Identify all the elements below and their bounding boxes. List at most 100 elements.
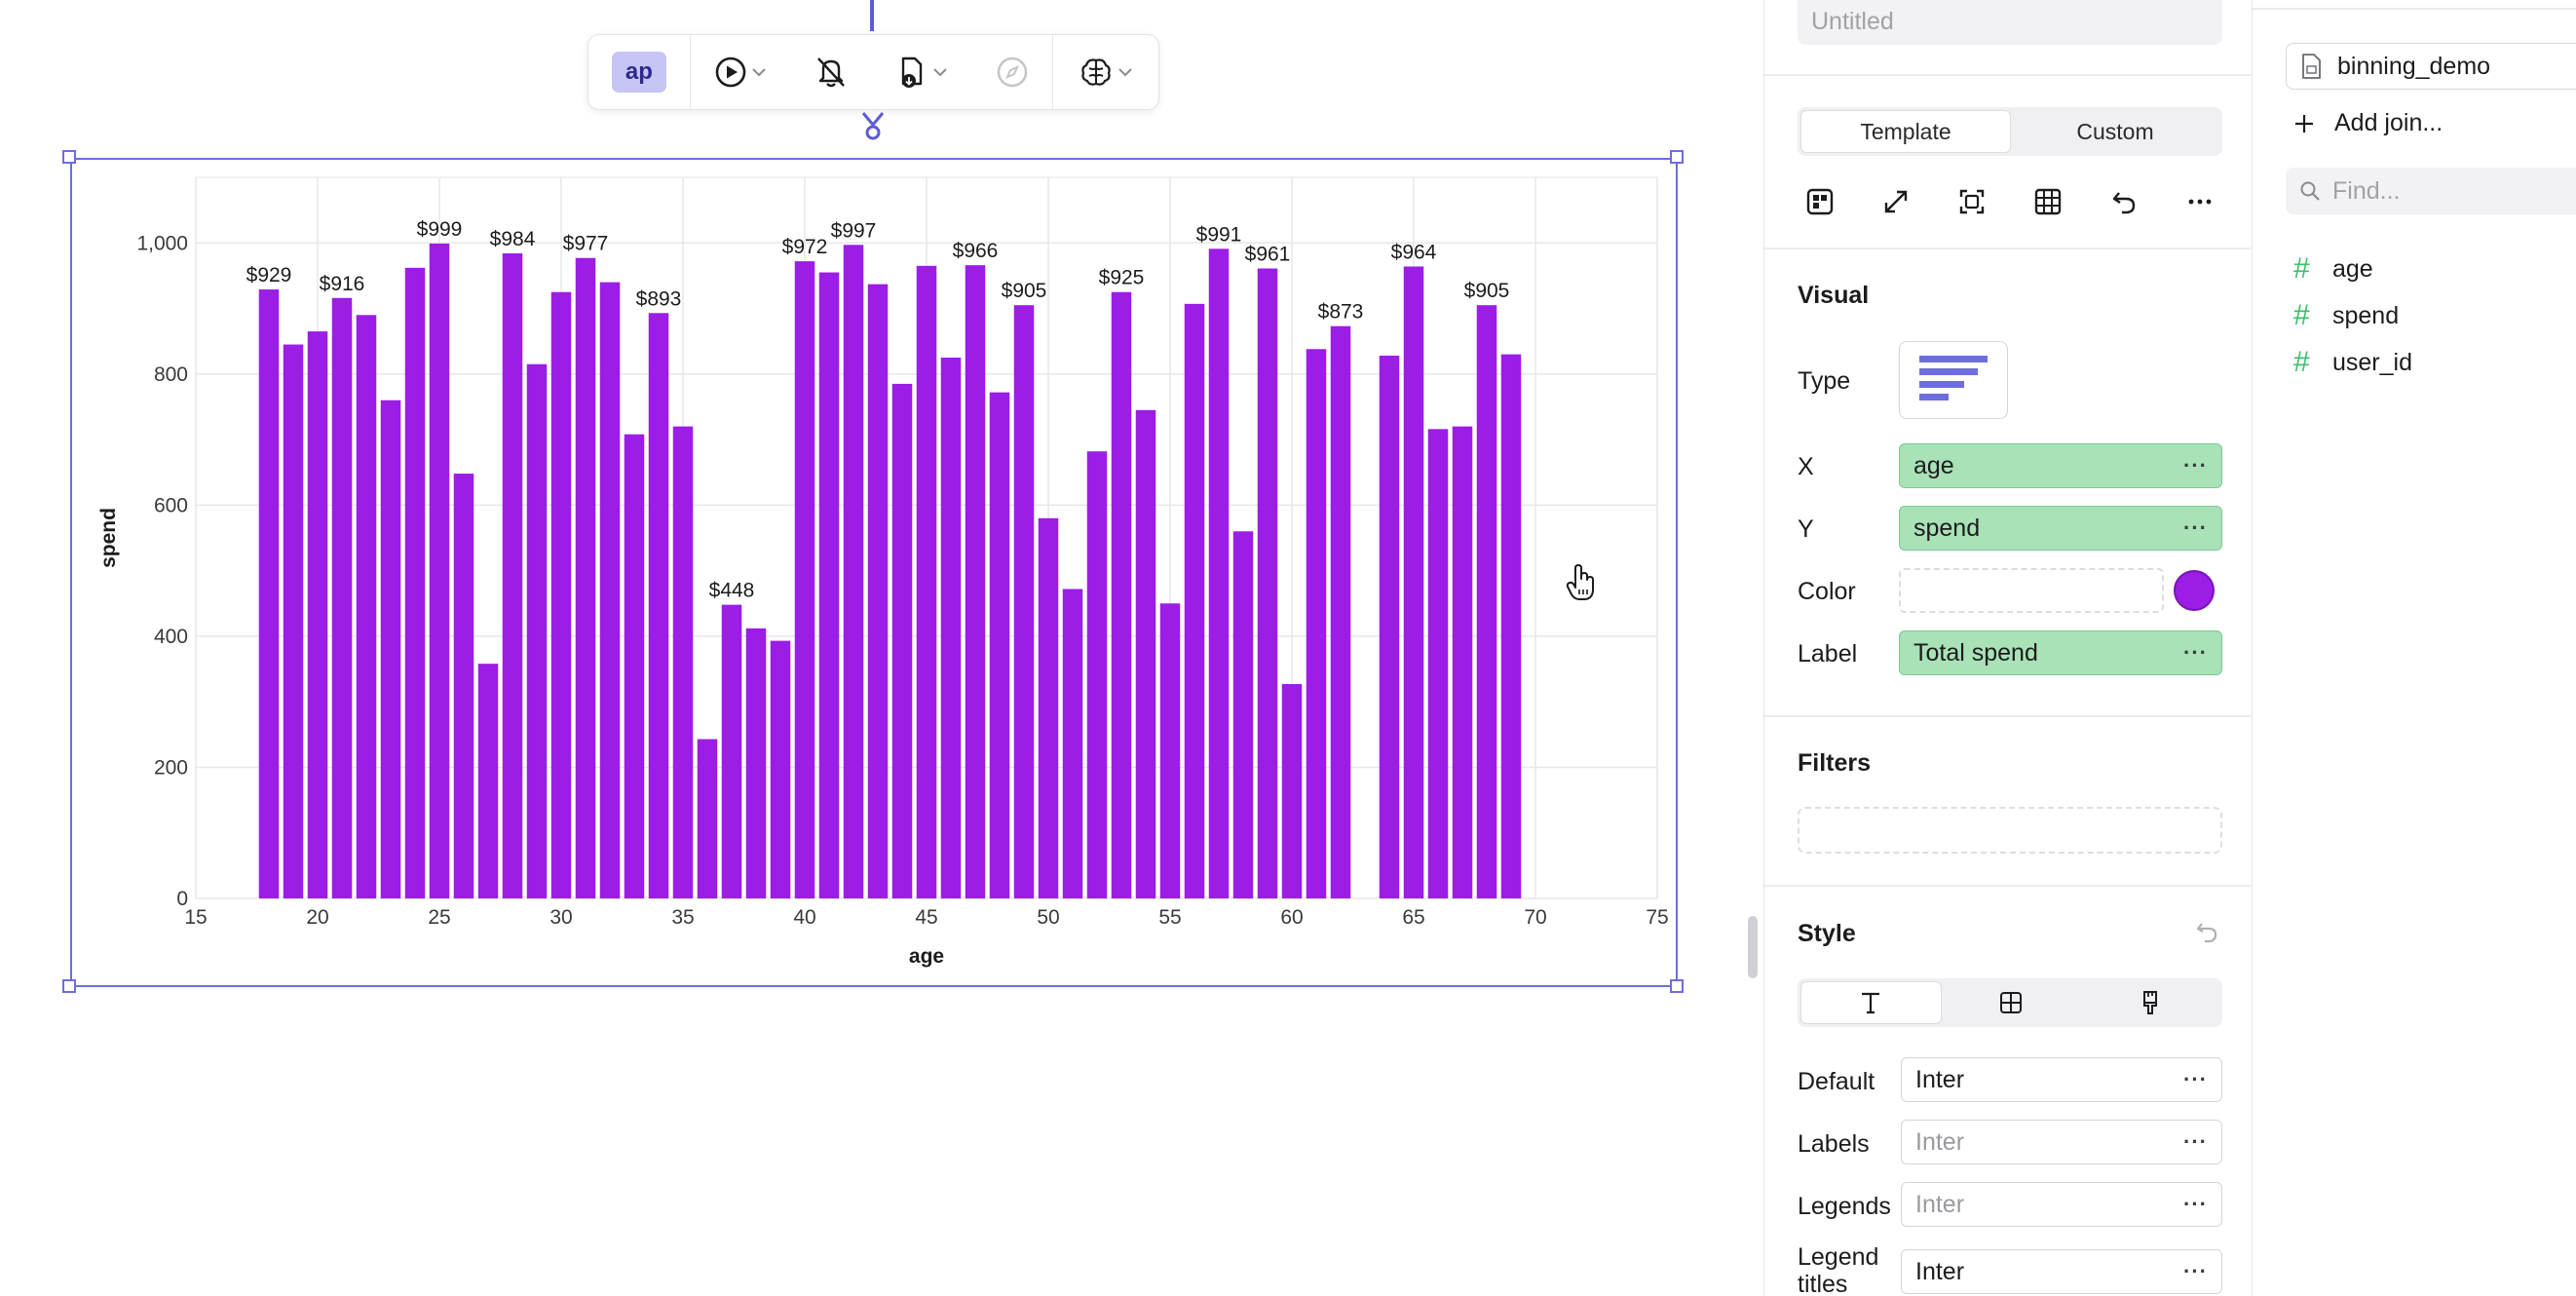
label-field-value: Total spend (1913, 638, 2038, 667)
tab-custom[interactable]: Custom (2076, 118, 2154, 144)
x-tick-label: 30 (549, 906, 572, 929)
y-field-more-icon[interactable]: ··· (2183, 515, 2208, 540)
chart-type-picker[interactable] (1899, 341, 2008, 419)
chart-frame[interactable]: $929 $916 $999 $984 $977 $893 $448 $972 $997 $966… (70, 158, 1678, 987)
tab-layout[interactable] (1942, 981, 2081, 1024)
x-tick-label: 25 (428, 906, 450, 929)
font-legend-titles-more-icon[interactable]: ··· (2183, 1259, 2208, 1283)
author-badge[interactable]: ap (611, 52, 666, 93)
table-view-button[interactable] (2026, 179, 2070, 224)
numeric-field-icon: # (2293, 252, 2310, 285)
font-default-more-icon[interactable]: ··· (2183, 1067, 2208, 1091)
bar (1038, 517, 1059, 898)
bar (624, 434, 645, 898)
data-label: $905 (1464, 280, 1510, 302)
bar (1427, 429, 1449, 898)
x-field-more-icon[interactable]: ··· (2183, 453, 2208, 477)
bar (1452, 426, 1473, 898)
x-field-value: age (1913, 451, 1954, 479)
undo-button[interactable] (2102, 179, 2146, 224)
font-legend-titles-input[interactable]: Inter ··· (1901, 1249, 2222, 1294)
x-tick-label: 75 (1646, 906, 1668, 929)
file-download-icon (901, 57, 923, 88)
chart-title-input[interactable]: Untitled (1798, 0, 2222, 45)
label-field-pill[interactable]: Total spend ··· (1899, 630, 2222, 675)
data-label: $905 (1002, 280, 1047, 302)
add-join-button[interactable]: Add join... (2286, 109, 2443, 137)
ai-section (1053, 35, 1158, 109)
data-label: $991 (1196, 223, 1242, 246)
label-field-more-icon[interactable]: ··· (2183, 640, 2208, 665)
color-field-dropzone[interactable] (1899, 568, 2164, 613)
numeric-field-icon: # (2293, 299, 2310, 331)
x-axis-label: X (1798, 453, 1814, 480)
chevron-down-icon (1118, 68, 1132, 77)
horizontal-bar-chart-icon (1919, 356, 1988, 400)
y-tick-label: 400 (154, 626, 188, 648)
bar (989, 392, 1010, 898)
play-circle-icon (715, 57, 746, 88)
tab-template[interactable]: Template (1800, 110, 2011, 153)
y-field-pill[interactable]: spend ··· (1899, 506, 2222, 551)
bar (1306, 349, 1327, 899)
y-tick-label: 200 (154, 756, 188, 779)
datasource-selector[interactable]: binning_demo (2286, 43, 2576, 90)
bar (1135, 409, 1156, 898)
download-button[interactable] (882, 45, 962, 99)
x-field-pill[interactable]: age ··· (1899, 443, 2222, 488)
alert-button[interactable] (801, 45, 861, 99)
run-button[interactable] (701, 45, 780, 99)
bar (916, 265, 937, 898)
ai-button[interactable] (1065, 45, 1147, 99)
bar (1062, 589, 1083, 898)
data-label: $999 (417, 218, 463, 241)
y-tick-label: 1,000 (136, 232, 188, 254)
field-item-spend[interactable]: # spend (2293, 299, 2400, 331)
font-labels-more-icon[interactable]: ··· (2183, 1129, 2208, 1154)
search-placeholder: Find... (2332, 176, 2401, 205)
resize-handle-bottom-left[interactable] (62, 979, 76, 993)
tab-typography[interactable] (1800, 981, 1942, 1024)
chart-preset-button[interactable] (1798, 179, 1842, 224)
bar (770, 640, 791, 898)
bell-off-icon (817, 57, 845, 88)
data-label: $873 (1318, 301, 1364, 324)
font-legends-input[interactable]: Inter ··· (1901, 1182, 2222, 1227)
resize-handle-top-left[interactable] (62, 150, 76, 164)
filters-heading: Filters (1798, 749, 1872, 777)
y-axis-title: spend (97, 508, 120, 568)
font-default-input[interactable]: Inter ··· (1901, 1057, 2222, 1102)
field-item-user-id[interactable]: # user_id (2293, 346, 2412, 378)
font-legends-label: Legends (1798, 1193, 1891, 1220)
disabled-action-button[interactable] (982, 45, 1042, 99)
tab-paint[interactable] (2080, 981, 2219, 1024)
bar (331, 297, 353, 898)
font-legends-more-icon[interactable]: ··· (2183, 1192, 2208, 1216)
y-tick-label: 600 (154, 494, 188, 516)
bar (1500, 354, 1522, 898)
divider (2253, 8, 2576, 10)
resize-handle-bottom-right[interactable] (1670, 979, 1684, 993)
panel-scrollbar[interactable] (1748, 916, 1758, 978)
expand-button[interactable] (1874, 179, 1918, 224)
bar (1403, 266, 1424, 898)
bar (550, 291, 572, 898)
label-label: Label (1798, 640, 1858, 667)
field-search-input[interactable]: Find... (2286, 168, 2576, 214)
reset-style-icon[interactable] (2193, 918, 2220, 945)
y-field-value: spend (1913, 514, 1981, 542)
color-swatch[interactable] (2174, 570, 2215, 611)
bar (1111, 291, 1132, 898)
resize-handle-top-right[interactable] (1670, 150, 1684, 164)
fit-frame-button[interactable] (1950, 179, 1994, 224)
plus-icon (2295, 114, 2313, 133)
field-item-age[interactable]: # age (2293, 252, 2373, 285)
bar (843, 245, 864, 899)
bar (575, 257, 596, 898)
x-tick-label: 55 (1158, 906, 1181, 929)
bar (1013, 305, 1035, 898)
filter-dropzone[interactable] (1798, 807, 2222, 854)
type-label: Type (1798, 367, 1851, 395)
more-options-button[interactable] (2178, 179, 2222, 224)
font-labels-input[interactable]: Inter ··· (1901, 1120, 2222, 1164)
